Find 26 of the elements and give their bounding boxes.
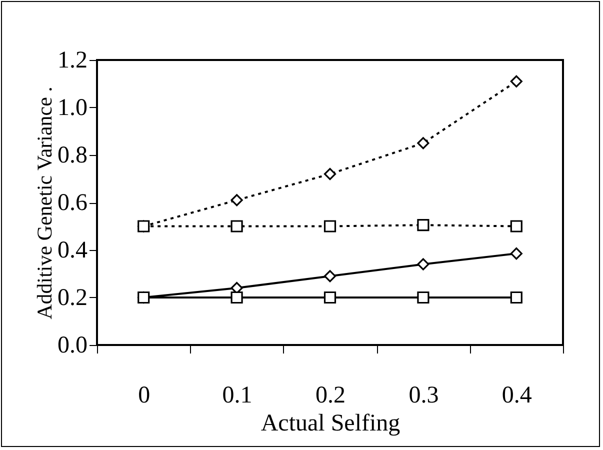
y-tick-label: 1.0 bbox=[58, 95, 88, 121]
point bbox=[510, 220, 522, 232]
x-tick-label: 0.3 bbox=[408, 382, 439, 408]
point bbox=[324, 270, 336, 282]
y-tick-label: 0.2 bbox=[58, 285, 88, 311]
point bbox=[138, 291, 150, 304]
y-tick-label: 0.8 bbox=[58, 142, 88, 168]
point bbox=[417, 291, 430, 304]
x-tick-label: 0.4 bbox=[502, 382, 532, 408]
x-tick-label: 0.2 bbox=[316, 382, 346, 408]
point bbox=[417, 219, 430, 232]
point bbox=[230, 291, 243, 304]
y-axis-title: Additive Genetic Variance . bbox=[32, 86, 56, 320]
point bbox=[324, 291, 336, 304]
point bbox=[230, 220, 243, 232]
x-tick-label: 0 bbox=[138, 382, 150, 408]
y-tick-label: 0.6 bbox=[58, 190, 88, 216]
y-tick-label: 0.0 bbox=[58, 332, 88, 358]
y-tick-label: 0.4 bbox=[58, 238, 88, 264]
point bbox=[324, 220, 336, 232]
point bbox=[138, 220, 150, 232]
point bbox=[417, 258, 430, 270]
y-tick-label: 1.2 bbox=[58, 48, 88, 74]
x-tick-label: 0.1 bbox=[222, 382, 252, 408]
x-axis-title: Actual Selfing bbox=[260, 410, 400, 436]
point bbox=[510, 291, 522, 304]
